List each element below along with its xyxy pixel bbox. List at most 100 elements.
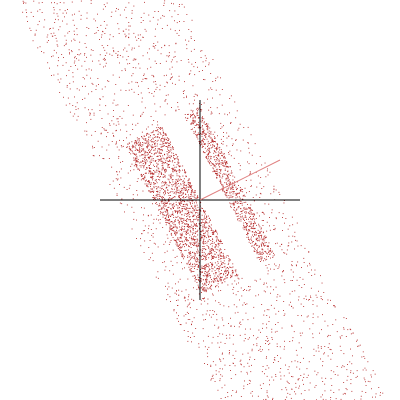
scatter-point-669 (213, 231, 215, 233)
scatter-point-3767 (161, 28, 163, 29)
scatter-point-1399 (200, 133, 202, 135)
scatter-point-3856 (215, 80, 216, 82)
scatter-point-3256 (188, 61, 190, 63)
scatter-point-1449 (201, 237, 202, 238)
scatter-point-118 (190, 206, 192, 207)
scatter-point-2994 (327, 325, 329, 327)
scatter-point-2551 (150, 191, 152, 192)
scatter-point-2170 (160, 127, 162, 129)
scatter-point-3957 (205, 65, 206, 67)
scatter-point-1969 (209, 236, 211, 237)
scatter-point-3883 (247, 338, 249, 340)
scatter-point-4272 (283, 200, 285, 201)
scatter-point-3887 (123, 30, 125, 32)
scatter-point-3844 (99, 98, 101, 100)
scatter-point-2176 (177, 205, 179, 207)
scatter-point-1115 (172, 222, 174, 224)
scatter-point-2605 (204, 210, 206, 212)
scatter-point-4212 (177, 102, 179, 103)
scatter-point-2243 (217, 275, 218, 277)
scatter-point-4319 (250, 179, 252, 181)
scatter-point-1380 (168, 179, 170, 181)
scatter-point-3465 (277, 361, 279, 362)
scatter-point-164 (168, 200, 169, 202)
scatter-point-3526 (294, 236, 296, 238)
scatter-point-4400 (231, 138, 233, 140)
scatter-point-3375 (269, 229, 271, 231)
scatter-point-1451 (203, 290, 205, 292)
scatter-point-4295 (167, 94, 169, 96)
scatter-point-598 (198, 279, 200, 281)
scatter-point-1500 (257, 248, 258, 250)
scatter-point-4112 (154, 60, 156, 62)
scatter-point-1870 (172, 167, 174, 169)
scatter-point-2108 (205, 275, 207, 277)
scatter-point-3821 (317, 316, 319, 318)
scatter-point-1935 (217, 154, 219, 156)
scatter-point-905 (168, 198, 170, 200)
scatter-point-2343 (212, 280, 214, 282)
scatter-point-3913 (50, 28, 51, 29)
scatter-point-1698 (186, 186, 188, 188)
scatter-point-633 (226, 162, 227, 164)
scatter-point-1082 (164, 190, 166, 192)
scatter-point-2007 (158, 186, 160, 188)
scatter-point-2582 (163, 197, 164, 198)
scatter-point-4177 (142, 220, 144, 222)
scatter-point-3640 (291, 216, 293, 218)
scatter-point-2984 (249, 337, 250, 339)
scatter-point-113 (179, 165, 180, 167)
scatter-point-2067 (202, 145, 203, 147)
scatter-point-751 (194, 256, 195, 258)
scatter-point-3886 (196, 288, 198, 290)
scatter-point-4160 (271, 376, 273, 378)
scatter-point-610 (224, 161, 226, 163)
scatter-point-4359 (73, 62, 75, 64)
scatter-point-3777 (206, 310, 208, 312)
scatter-point-2737 (192, 251, 194, 253)
scatter-point-3237 (131, 206, 133, 208)
scatter-point-1604 (161, 149, 163, 151)
scatter-point-1981 (150, 145, 152, 147)
scatter-point-3227 (261, 304, 263, 305)
scatter-point-2179 (191, 122, 193, 124)
scatter-point-3297 (148, 228, 149, 230)
scatter-point-627 (197, 245, 199, 247)
scatter-point-415 (144, 154, 146, 156)
scatter-point-1280 (200, 280, 202, 282)
scatter-point-1959 (159, 187, 161, 189)
scatter-point-2571 (201, 119, 203, 121)
scatter-point-368 (210, 137, 212, 139)
scatter-point-3212 (131, 12, 133, 14)
scatter-point-3556 (265, 368, 267, 370)
scatter-point-3445 (219, 380, 221, 382)
scatter-point-865 (176, 239, 178, 241)
scatter-point-826 (223, 157, 225, 159)
scatter-point-1208 (207, 275, 209, 276)
scatter-point-455 (149, 161, 151, 163)
scatter-point-764 (227, 274, 229, 276)
scatter-point-3815 (142, 20, 144, 21)
scatter-point-2094 (211, 232, 213, 234)
scatter-point-2103 (201, 235, 203, 237)
scatter-point-1093 (194, 120, 196, 122)
scatter-point-1818 (250, 211, 252, 213)
scatter-point-72 (139, 151, 141, 153)
scatter-point-1011 (223, 279, 224, 281)
scatter-point-755 (204, 272, 205, 274)
scatter-point-3240 (141, 131, 143, 133)
scatter-point-2329 (144, 180, 146, 182)
scatter-point-1158 (198, 286, 200, 288)
scatter-point-1834 (136, 141, 138, 143)
scatter-point-3876 (108, 144, 110, 146)
scatter-point-1300 (181, 228, 183, 230)
scatter-point-2602 (189, 252, 191, 254)
scatter-point-2065 (225, 178, 227, 180)
scatter-point-4311 (57, 60, 59, 62)
scatter-point-2122 (143, 142, 145, 144)
scatter-point-1581 (190, 238, 192, 239)
scatter-point-4173 (152, 236, 154, 238)
scatter-point-4540 (229, 334, 231, 336)
scatter-point-3130 (136, 181, 138, 182)
scatter-point-3678 (223, 325, 225, 327)
